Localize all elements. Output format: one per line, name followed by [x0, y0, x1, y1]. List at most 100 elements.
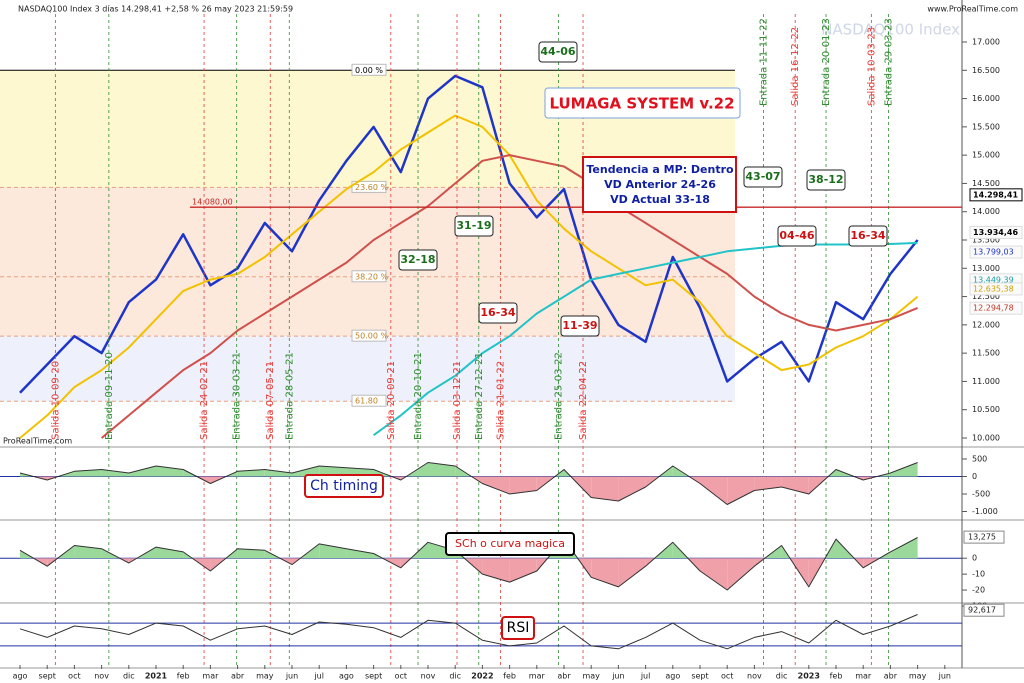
- area-segment: [292, 466, 320, 477]
- x-tick-label: sept: [691, 672, 708, 681]
- price-label: 13.934,46: [973, 228, 1018, 237]
- area-segment: [890, 537, 918, 559]
- x-tick-label: may: [909, 672, 927, 681]
- x-tick-label: 2021: [145, 672, 168, 681]
- x-tick-label: nov: [421, 672, 436, 681]
- panel-title: SCh o curva magica: [455, 537, 565, 550]
- current-box: [963, 530, 1005, 544]
- area-segment: [156, 547, 184, 559]
- area-segment: [101, 469, 129, 477]
- score-label: 38-12: [808, 173, 843, 186]
- price-label: 12.635,38: [973, 284, 1014, 293]
- x-tick-label: dic: [776, 672, 788, 681]
- fib-label-box: [351, 63, 387, 76]
- title: LUMAGA SYSTEM v.22: [549, 95, 734, 113]
- area-segment: [890, 462, 918, 477]
- series-line: [19, 114, 919, 439]
- y-tick-label: 12.000: [972, 320, 1000, 329]
- signal-label: Salida 10-03-23: [866, 27, 877, 106]
- score-box: [478, 302, 518, 324]
- fib-label: 50.00 %: [355, 332, 388, 341]
- x-tick-label: jul: [640, 672, 651, 681]
- x-tick-label: abr: [231, 672, 245, 681]
- x-tick-label: feb: [830, 672, 843, 681]
- fib-label: 38.20 %: [355, 272, 388, 281]
- watermark: NASDAQ100 Index: [821, 21, 960, 39]
- trend-box: [582, 156, 737, 213]
- area-segment: [264, 469, 292, 477]
- footer: ProRealTime.com: [3, 437, 72, 446]
- header-title: NASDAQ100 Index 3 días 14.298,41 +2,58 %…: [18, 5, 293, 14]
- fib-label: 23.60 %: [355, 183, 388, 192]
- score-label: 04-46: [779, 229, 815, 242]
- y-tick-label: -500: [972, 490, 990, 499]
- x-tick-label: jun: [611, 672, 624, 681]
- panel-title: RSI: [507, 620, 530, 636]
- price-box: [969, 245, 1023, 259]
- y-tick-label: 12.500: [972, 292, 1000, 301]
- price-label: 13.449,39: [973, 275, 1014, 284]
- signal-label: Salida 07-05-21: [265, 361, 276, 440]
- score-box: [398, 249, 438, 271]
- x-tick-label: oct: [721, 672, 733, 681]
- x-tick-label: jul: [313, 672, 324, 681]
- area-segment: [482, 558, 510, 583]
- fib-label: 61.80: [355, 397, 378, 406]
- area-segment: [509, 476, 537, 494]
- score-box: [538, 41, 578, 63]
- x-tick-label: sept: [39, 672, 56, 681]
- area-segment: [319, 543, 347, 559]
- score-box: [848, 225, 888, 247]
- y-tick-label: 16.000: [972, 94, 1000, 103]
- series-line: [19, 614, 918, 650]
- y-tick-label: 14.500: [972, 179, 1000, 188]
- area-segment: [509, 558, 537, 583]
- x-tick-label: may: [256, 672, 274, 681]
- area-segment: [237, 548, 265, 559]
- trend-line: VD Actual 33-18: [610, 193, 710, 206]
- area-segment: [74, 545, 102, 559]
- score-label: 44-06: [540, 45, 576, 58]
- title-box: [544, 87, 741, 119]
- x-tick-label: ago: [665, 672, 680, 681]
- current-label: 13,275: [968, 533, 996, 542]
- signal-label: Salida 10-09-20: [50, 361, 61, 440]
- main-panel: [19, 74, 919, 439]
- x-tick-label: dic: [449, 672, 461, 681]
- signal-label: Salida 21-01-22: [496, 361, 507, 440]
- x-tick-label: abr: [557, 672, 571, 681]
- panel-title-box: [304, 474, 384, 498]
- signal-label: Salida 22-04-22: [578, 361, 589, 440]
- y-tick-label: 15.500: [972, 122, 1000, 131]
- x-tick-label: feb: [503, 672, 516, 681]
- score-label: 43-07: [745, 170, 780, 183]
- area-segment: [727, 558, 755, 591]
- y-tick-label: 14.000: [972, 207, 1000, 216]
- price-box: [969, 301, 1023, 315]
- signal-label: Salida 03-12-21: [452, 361, 463, 440]
- x-tick-label: abr: [884, 672, 898, 681]
- y-tick-label: 11.500: [972, 349, 1000, 358]
- price-box: [969, 225, 1023, 239]
- x-tick-label: jun: [285, 672, 298, 681]
- y-tick-label: 13.000: [972, 264, 1000, 273]
- x-tick-label: nov: [94, 672, 109, 681]
- x-tick-label: oct: [68, 672, 80, 681]
- score-box: [806, 169, 846, 191]
- x-tick-label: nov: [747, 672, 762, 681]
- price-label: 13.799,03: [973, 248, 1014, 257]
- panel-title: Ch timing: [310, 478, 378, 494]
- area-segment: [346, 548, 374, 559]
- current-label: 92,617: [968, 606, 996, 615]
- level-label: 14.080,00: [192, 198, 233, 207]
- x-tick-label: sept: [365, 672, 382, 681]
- x-tick-label: 2023: [798, 672, 820, 681]
- panel-title-box: [501, 616, 535, 640]
- area-segment: [754, 476, 782, 491]
- signal-label: Salida 20-09-21: [386, 361, 397, 440]
- signal-label: Salida 24-02-21: [199, 361, 210, 440]
- x-tick-label: oct: [395, 672, 407, 681]
- series-line: [19, 462, 918, 505]
- signal-label: Entrada 29-03-23: [884, 18, 895, 106]
- y-tick-label: 15.000: [972, 151, 1000, 160]
